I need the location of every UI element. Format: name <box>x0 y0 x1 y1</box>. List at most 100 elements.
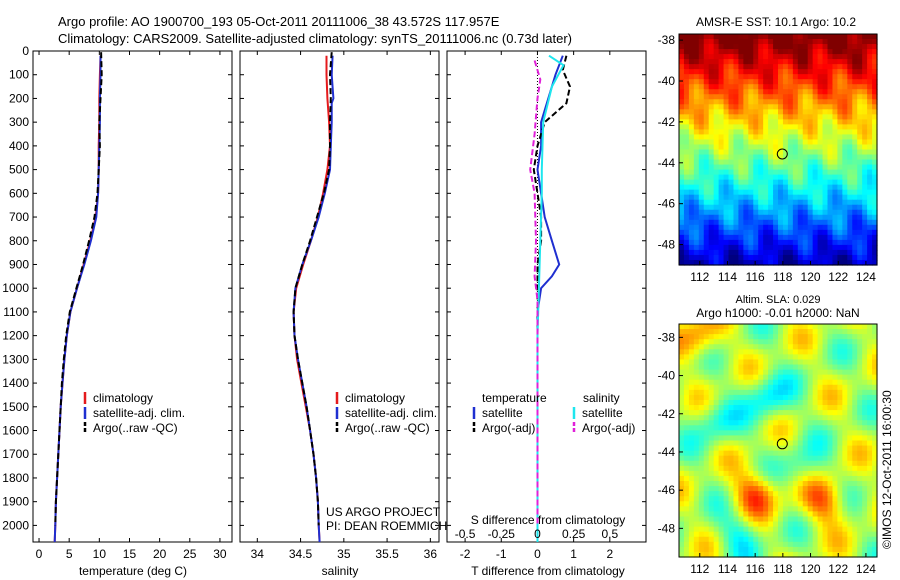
map-cell <box>852 54 858 60</box>
map-cell <box>807 94 814 100</box>
map-cell <box>713 209 720 216</box>
map-cell <box>862 49 868 55</box>
map-cell <box>733 420 739 426</box>
map-cell <box>787 389 794 396</box>
map-cell <box>782 204 789 211</box>
map-cell <box>872 334 878 340</box>
map-cell <box>733 44 739 50</box>
map-cell <box>728 546 735 553</box>
map-cell <box>683 384 690 391</box>
map-cell <box>753 149 759 156</box>
map-cell <box>728 394 735 401</box>
map-cell <box>773 214 779 221</box>
map-cell <box>679 430 685 437</box>
map-cell <box>862 460 868 467</box>
map-cell <box>703 329 710 335</box>
map-cell <box>792 214 799 221</box>
map-cell <box>857 440 863 447</box>
map-cell <box>718 84 725 90</box>
map-cell <box>807 119 814 125</box>
map-cell <box>817 399 824 406</box>
map-cell <box>832 435 838 442</box>
map-cell <box>852 430 858 437</box>
map-cell <box>862 511 868 518</box>
map-cell <box>812 149 819 156</box>
map-cell <box>728 334 735 340</box>
map-cell <box>723 259 730 266</box>
map-cell <box>842 374 848 381</box>
map-cell <box>748 224 754 231</box>
map-cell <box>847 219 853 226</box>
map-cell <box>713 491 720 497</box>
map-cell <box>723 184 730 191</box>
map-cell <box>782 34 789 40</box>
map-cell <box>872 430 878 437</box>
map-cell <box>857 119 863 125</box>
map-cell <box>708 194 715 201</box>
map-cell <box>748 389 754 396</box>
map-cell <box>797 521 804 528</box>
map-cell <box>792 496 799 502</box>
latitude-label: -42 <box>658 115 676 129</box>
map-cell <box>867 531 873 538</box>
map-cell <box>817 119 824 125</box>
map-cell <box>708 149 715 156</box>
longitude-label: 118 <box>773 562 792 576</box>
map-cell <box>679 399 685 406</box>
map-cell <box>698 394 705 401</box>
map-cell <box>758 69 764 75</box>
map-cell <box>773 194 779 201</box>
map-cell <box>708 94 715 100</box>
map-cell <box>753 34 759 40</box>
map-cell <box>723 214 730 221</box>
map-cell <box>797 189 804 196</box>
map-cell <box>723 59 730 65</box>
map-cell <box>787 526 794 533</box>
map-cell <box>679 501 685 507</box>
map-cell <box>708 521 715 528</box>
map-cell <box>763 374 769 381</box>
map-cell <box>708 199 715 206</box>
map-cell <box>837 541 843 548</box>
map-cell <box>827 481 834 487</box>
map-cell <box>728 481 735 487</box>
map-cell <box>698 194 705 201</box>
map-cell <box>807 84 814 90</box>
map-cell <box>867 219 873 226</box>
map-cell <box>733 229 739 236</box>
map-cell <box>763 229 769 236</box>
map-cell <box>872 329 878 335</box>
map-cell <box>807 541 814 548</box>
map-cell <box>827 455 834 462</box>
map-cell <box>792 470 799 477</box>
map-cell <box>698 551 705 558</box>
map-cell <box>748 94 754 100</box>
map-cell <box>857 399 863 406</box>
map-cell <box>773 124 779 131</box>
map-cell <box>733 435 739 442</box>
map-cell <box>753 199 759 206</box>
map-cell <box>728 405 735 411</box>
map-cell <box>713 349 720 355</box>
latitude-label: -42 <box>658 407 676 421</box>
map-cell <box>713 405 720 411</box>
map-cell <box>852 94 858 100</box>
map-cell <box>768 229 774 236</box>
map-cell <box>693 194 700 201</box>
map-cell <box>792 199 799 206</box>
map-cell <box>708 405 715 411</box>
map-cell <box>847 369 853 376</box>
map-cell <box>802 139 809 146</box>
map-cell <box>787 531 794 538</box>
map-cell <box>753 239 759 246</box>
map-cell <box>792 481 799 487</box>
map-cell <box>778 54 784 60</box>
map-cell <box>733 189 739 196</box>
legend-label-argo: Argo(..raw -QC) <box>93 421 178 435</box>
map-cell <box>792 536 799 543</box>
map-cell <box>708 354 715 361</box>
map-cell <box>812 384 819 391</box>
map-cell <box>817 169 824 176</box>
map-cell <box>822 139 829 146</box>
map-cell <box>733 374 739 381</box>
